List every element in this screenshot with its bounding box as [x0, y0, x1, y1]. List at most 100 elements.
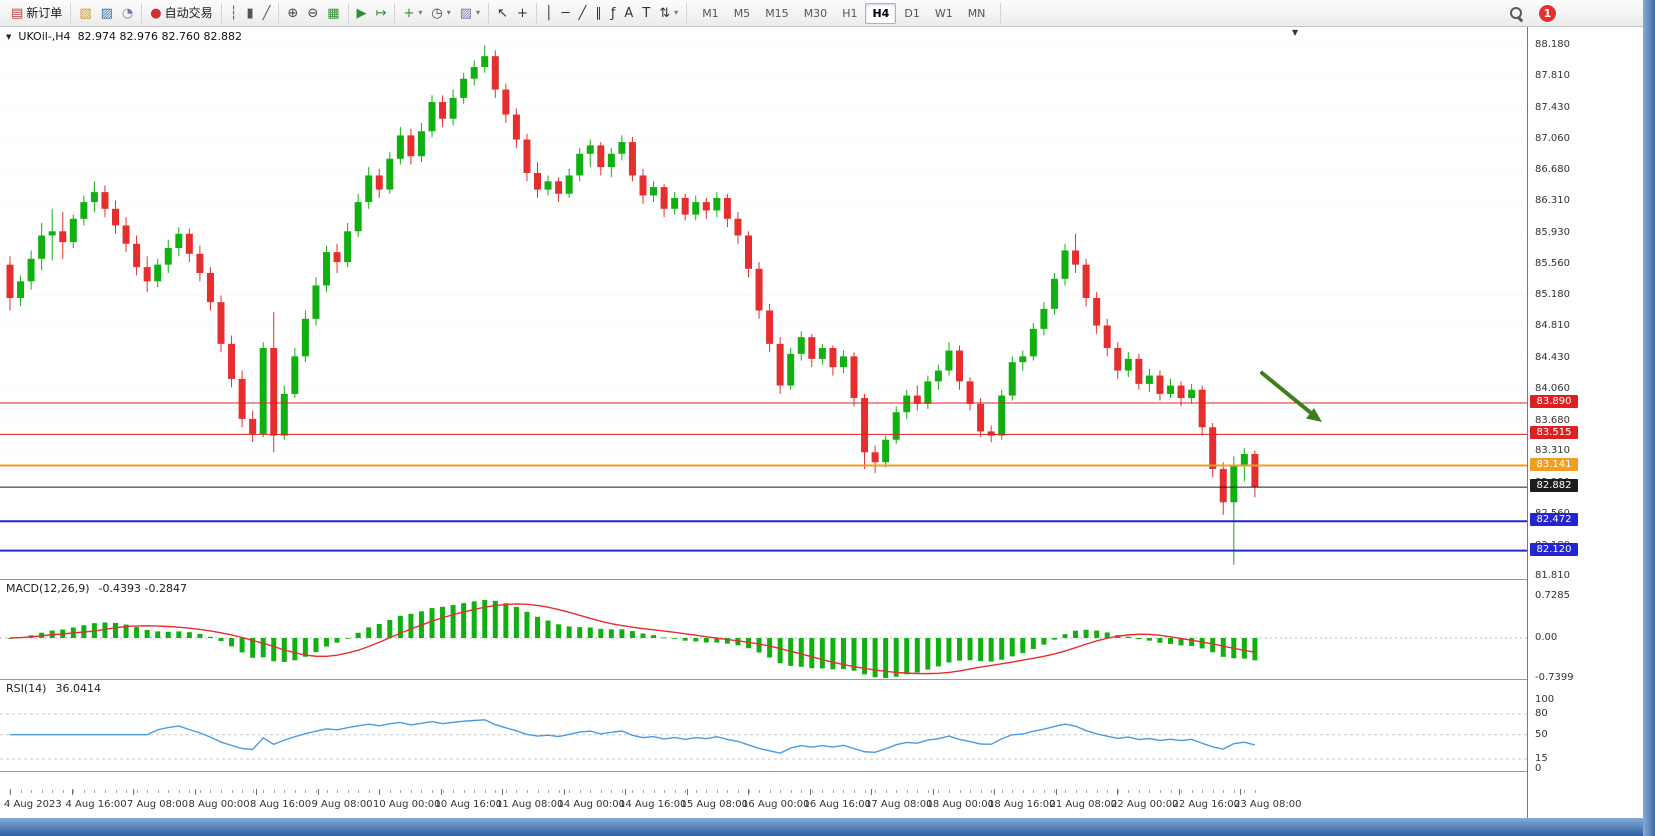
zoom-in-button[interactable]: ⊕ [283, 5, 302, 22]
timeframe-h4-button[interactable]: H4 [865, 2, 897, 24]
time-tick [674, 790, 676, 793]
bar-chart-button[interactable]: ┆ [226, 5, 242, 22]
timeframe-w1-button[interactable]: W1 [934, 6, 953, 20]
price-chart-canvas [0, 44, 1527, 577]
timeframe-mn-button[interactable]: MN [967, 6, 986, 20]
text-label-button[interactable]: T [638, 5, 654, 22]
macd-histogram [7, 599, 1258, 678]
macd-axis-label: 0.7285 [1535, 590, 1570, 601]
time-tick [505, 790, 507, 793]
new-chart-button[interactable]: ▧ [75, 5, 95, 22]
chart-shift-button[interactable]: ↦ [372, 5, 391, 22]
candlestick-chart-button[interactable]: ▮ [242, 5, 257, 22]
time-tick [906, 790, 908, 793]
toolbar-group: ⊕ ⊖ ▦ [279, 2, 349, 24]
price-axis-label: 84.060 [1535, 382, 1570, 394]
time-tick-major [932, 789, 934, 795]
timeframe-d1-button[interactable]: D1 [904, 6, 920, 20]
periods-icon: ◷ [431, 5, 443, 21]
macd-signal-line [9, 603, 1256, 675]
arrow-annotation[interactable] [1260, 371, 1322, 422]
time-tick [1117, 790, 1119, 793]
time-tick [1128, 790, 1130, 793]
auto-trading-button[interactable]: ● 自动交易 [146, 5, 216, 22]
timeframe-m15-button[interactable]: M15 [765, 6, 789, 20]
time-tick [1149, 790, 1151, 793]
time-tick-major [379, 789, 380, 795]
indicators-button[interactable]: + ▾ [399, 5, 426, 22]
price-axis-label: 85.560 [1535, 257, 1570, 269]
trendline-button[interactable]: ╱ [575, 5, 591, 22]
time-tick [885, 790, 887, 793]
time-axis[interactable]: 4 Aug 2023 4 Aug 16:00 7 Aug 08:00 8 Aug 00… [0, 772, 1527, 818]
auto-scroll-button[interactable]: ▶ [353, 5, 371, 22]
time-axis-label: 14 Aug 00:00 [557, 799, 625, 810]
time-tick [294, 790, 296, 793]
rsi-line [10, 719, 1256, 754]
time-tick-major [809, 789, 811, 795]
time-tick [790, 790, 792, 793]
time-tick [864, 790, 866, 793]
time-axis-label: 16 Aug 00:00 [742, 799, 810, 810]
price-tag-83.141: 83.141 [1530, 457, 1578, 471]
time-tick [315, 790, 317, 793]
arrows-button[interactable]: ⇅ ▾ [655, 5, 682, 22]
tile-windows-button[interactable]: ▦ [323, 5, 343, 22]
new-order-button[interactable]: ▤ 新订单 [7, 5, 66, 22]
time-tick [621, 790, 623, 793]
time-tick [337, 790, 339, 793]
fibonacci-button[interactable]: ƒ [607, 5, 620, 22]
vertical-line-button[interactable]: │ [541, 5, 557, 22]
time-tick-major [1117, 789, 1118, 795]
new-chart-icon: ▧ [79, 5, 92, 21]
time-tick [453, 790, 455, 793]
cursor-button[interactable]: ↖ [493, 5, 512, 22]
macd-axis-label: -0.7399 [1535, 672, 1574, 683]
time-tick [1107, 790, 1109, 793]
time-tick-major [1178, 789, 1180, 795]
text-button[interactable]: A [620, 5, 637, 22]
time-tick-major [317, 789, 319, 795]
price-axis[interactable]: 88.180 87.810 87.430 87.060 86.680 86.310 85.9… [1527, 27, 1643, 818]
time-axis-label: 11 Aug 08:00 [496, 799, 564, 810]
time-tick-major [71, 789, 73, 795]
time-tick [569, 790, 571, 793]
rsi-panel[interactable]: RSI(14) 36.0414 [0, 680, 1527, 772]
timeframe-m5-button[interactable]: M5 [733, 6, 751, 20]
price-axis-label: 84.810 [1535, 320, 1570, 332]
equidistant-channel-button[interactable]: ∥ [591, 5, 606, 22]
time-axis-label: 4 Aug 2023 [4, 799, 62, 810]
symbol-dropdown-icon[interactable]: ▼ [6, 32, 12, 41]
new-order-button-label: 新订单 [26, 6, 63, 20]
timeframe-h1-button[interactable]: H1 [842, 6, 858, 20]
price-axis-label: 85.930 [1535, 226, 1570, 238]
crosshair-button[interactable]: + [513, 5, 532, 22]
time-tick [242, 790, 244, 793]
time-tick [432, 790, 433, 793]
timeframe-m30-button[interactable]: M30 [803, 6, 828, 20]
macd-panel[interactable]: MACD(12,26,9) -0.4393 -0.2847 [0, 580, 1527, 680]
notification-badge[interactable]: 1 [1539, 4, 1556, 22]
time-tick [822, 790, 824, 793]
templates-button[interactable]: ▨ ▾ [456, 5, 484, 22]
time-tick [1054, 790, 1056, 793]
search-button[interactable] [1505, 4, 1527, 22]
time-axis-label: 10 Aug 00:00 [373, 799, 441, 810]
toolbar-group: ▧ ▨ ◔ [71, 2, 143, 24]
rsi-name: RSI(14) [6, 682, 47, 695]
horizontal-line-button[interactable]: ─ [558, 5, 574, 22]
timeframe-m1-button[interactable]: M1 [702, 6, 719, 20]
time-tick [400, 790, 402, 793]
price-tag-82.882: 82.882 [1530, 479, 1578, 493]
zoom-out-button[interactable]: ⊖ [303, 5, 322, 22]
time-tick [832, 790, 834, 793]
time-tick-major [440, 789, 442, 795]
history-center-button[interactable]: ◔ [118, 5, 137, 22]
time-tick [94, 790, 96, 793]
history-center-icon: ◔ [121, 5, 134, 21]
profiles-button[interactable]: ▨ [97, 5, 117, 22]
time-tick-major [871, 789, 872, 795]
line-chart-button[interactable]: ╱ [259, 5, 275, 22]
price-chart-panel[interactable]: ▼ UKOil-,H4 82.974 82.976 82.760 82.882 … [0, 27, 1527, 580]
periods-button[interactable]: ◷ ▾ [427, 5, 454, 22]
